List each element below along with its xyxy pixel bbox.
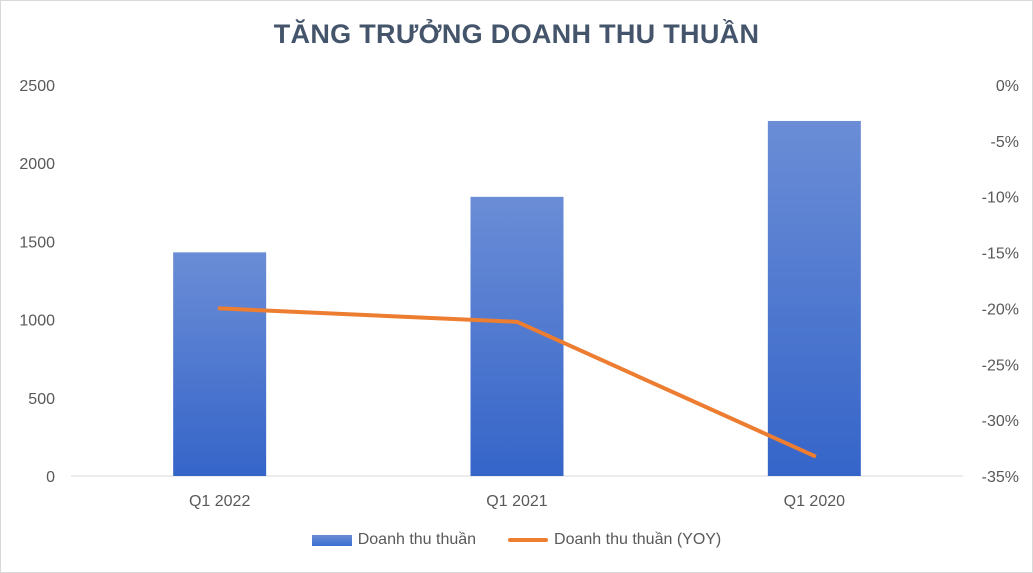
left-tick-label: 0	[46, 469, 55, 486]
right-tick-label: -30%	[982, 413, 1019, 430]
x-tick-label: Q1 2021	[486, 493, 547, 510]
right-tick-label: -15%	[982, 246, 1019, 263]
right-tick-label: -25%	[982, 357, 1019, 374]
left-tick-label: 2000	[19, 156, 55, 173]
left-tick-label: 500	[28, 391, 55, 408]
bar-series	[173, 120, 861, 477]
left-axis: 0 500 1000 1500 2000 2500	[19, 78, 55, 486]
bar	[767, 120, 861, 477]
right-tick-label: -35%	[982, 469, 1019, 486]
x-tick-label: Q1 2022	[189, 493, 250, 510]
legend-line-swatch	[508, 538, 549, 542]
chart-title: TĂNG TRƯỞNG DOANH THU THUẦN	[273, 19, 760, 49]
right-axis: 0% -5% -10% -15% -20% -25% -30% -35%	[982, 78, 1019, 486]
bar	[173, 252, 267, 476]
left-tick-label: 1500	[19, 234, 55, 251]
right-tick-label: -20%	[982, 301, 1019, 318]
left-tick-label: 2500	[19, 78, 55, 95]
x-tick-label: Q1 2020	[784, 493, 845, 510]
legend-bar-swatch	[311, 534, 352, 546]
legend-line-label: Doanh thu thuần (YOY)	[554, 531, 722, 548]
left-tick-label: 1000	[19, 313, 55, 330]
right-tick-label: 0%	[996, 78, 1019, 95]
right-tick-label: -5%	[991, 134, 1019, 151]
line-series	[217, 306, 817, 458]
yoy-line	[217, 306, 817, 458]
legend-item-bar: Doanh thu thuần	[311, 531, 477, 549]
legend-item-line: Doanh thu thuần (YOY)	[508, 531, 721, 549]
legend-bar-label: Doanh thu thuần	[357, 531, 477, 548]
x-axis: Q1 2022 Q1 2021 Q1 2020	[71, 475, 963, 510]
legend: Doanh thu thuần Doanh thu thuần (YOY)	[1, 531, 1032, 549]
right-tick-label: -10%	[982, 190, 1019, 207]
